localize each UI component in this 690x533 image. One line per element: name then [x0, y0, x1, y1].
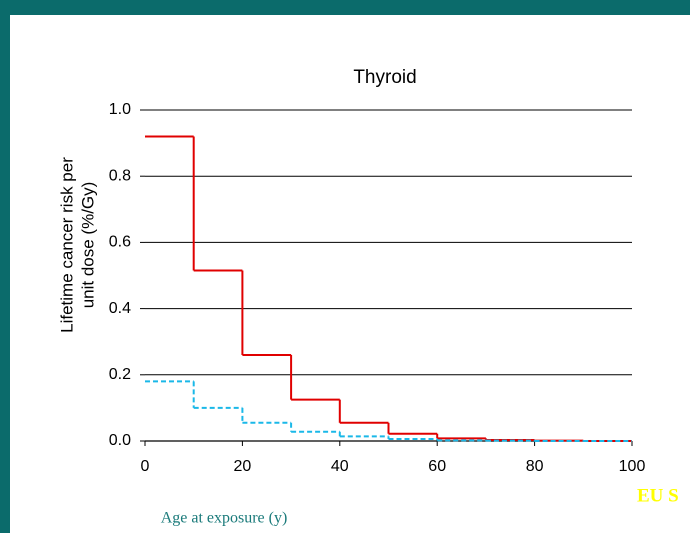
y-tick-label: 1.0 — [109, 101, 131, 118]
x-tick-label: 100 — [619, 458, 646, 475]
y-tick-label: 0.6 — [109, 234, 131, 251]
y-tick-label: 0.0 — [109, 432, 131, 449]
x-axis-label: Age at exposure (y) — [161, 510, 288, 527]
chart-title: Thyroid — [353, 67, 416, 88]
annotation: EU S — [637, 485, 679, 506]
y-axis-label: unit dose (%/Gy) — [78, 182, 97, 309]
y-tick-label: 0.8 — [109, 167, 131, 184]
y-tick-label: 0.4 — [109, 300, 131, 317]
x-tick-label: 0 — [141, 458, 150, 475]
y-axis-label: Lifetime cancer risk per — [57, 157, 76, 333]
x-tick-label: 20 — [234, 458, 252, 475]
x-tick-label: 80 — [526, 458, 544, 475]
y-tick-label: 0.2 — [109, 366, 131, 383]
x-tick-label: 40 — [331, 458, 349, 475]
slide-background — [10, 15, 690, 533]
x-tick-label: 60 — [428, 458, 446, 475]
